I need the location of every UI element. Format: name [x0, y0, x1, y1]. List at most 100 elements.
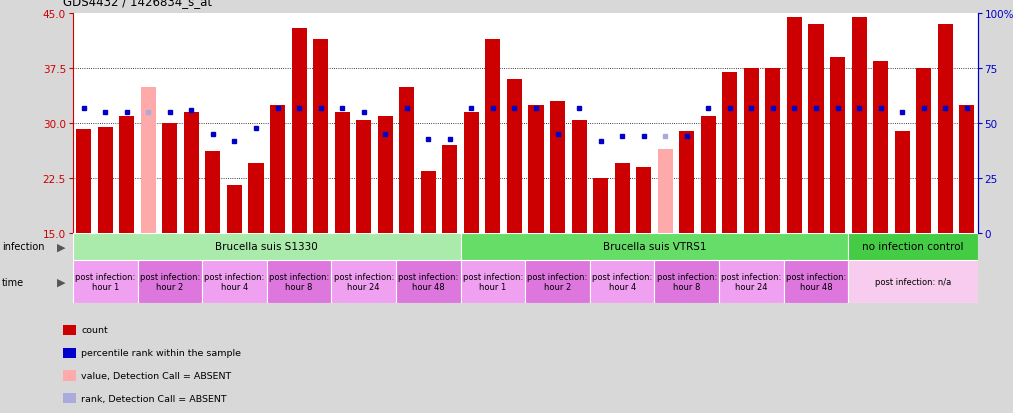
Text: GSM528203: GSM528203: [209, 238, 218, 284]
Text: GSM528208: GSM528208: [316, 238, 325, 284]
Bar: [138, 260, 203, 304]
Bar: [657, 150, 673, 233]
Bar: [378, 116, 393, 233]
Text: GSM528229: GSM528229: [683, 238, 691, 284]
Bar: [357, 120, 371, 233]
Bar: [399, 88, 414, 233]
Text: GSM528192: GSM528192: [855, 238, 864, 284]
Text: GSM528196: GSM528196: [100, 238, 109, 284]
Text: GSM528218: GSM528218: [467, 238, 476, 284]
Bar: [334, 113, 349, 233]
Text: post infection:
hour 8: post infection: hour 8: [656, 272, 717, 292]
Text: post infection:
hour 1: post infection: hour 1: [463, 272, 523, 292]
Text: GSM528195: GSM528195: [79, 238, 88, 284]
Text: GSM528224: GSM528224: [574, 238, 583, 284]
Text: GSM528230: GSM528230: [704, 238, 713, 284]
Bar: [848, 260, 978, 304]
Bar: [744, 69, 759, 233]
Bar: [331, 260, 396, 304]
Bar: [654, 260, 719, 304]
Text: GSM528217: GSM528217: [962, 238, 971, 284]
Bar: [525, 260, 590, 304]
Bar: [938, 25, 953, 233]
Text: post infection:
hour 8: post infection: hour 8: [269, 272, 329, 292]
Text: GSM528193: GSM528193: [876, 238, 885, 284]
Bar: [766, 69, 780, 233]
Bar: [680, 131, 694, 233]
Bar: [485, 40, 500, 233]
Bar: [443, 146, 458, 233]
Text: GSM528200: GSM528200: [186, 238, 196, 284]
Text: GSM528214: GSM528214: [446, 238, 455, 284]
Text: GSM528207: GSM528207: [295, 238, 304, 284]
Bar: [787, 18, 802, 233]
Bar: [722, 73, 737, 233]
Text: GSM528222: GSM528222: [532, 238, 541, 284]
Text: post infection:
hour 48: post infection: hour 48: [398, 272, 459, 292]
Text: GSM528216: GSM528216: [941, 238, 950, 284]
Text: GSM528236: GSM528236: [811, 238, 821, 284]
Bar: [420, 171, 436, 233]
Text: time: time: [2, 277, 24, 287]
Text: GSM528215: GSM528215: [919, 238, 928, 284]
Bar: [784, 260, 848, 304]
Bar: [76, 130, 91, 233]
Bar: [97, 128, 112, 233]
Text: GSM528232: GSM528232: [725, 238, 734, 284]
Bar: [894, 131, 910, 233]
Text: GSM528209: GSM528209: [337, 238, 346, 284]
Bar: [636, 168, 651, 233]
Text: ▶: ▶: [57, 277, 65, 287]
Bar: [120, 116, 135, 233]
Bar: [206, 152, 221, 233]
Text: GSM528206: GSM528206: [274, 238, 282, 284]
Bar: [73, 260, 138, 304]
Bar: [593, 178, 608, 233]
Bar: [313, 40, 328, 233]
Bar: [227, 186, 242, 233]
Bar: [590, 260, 654, 304]
Bar: [852, 18, 867, 233]
Text: GSM528211: GSM528211: [381, 238, 390, 284]
Text: value, Detection Call = ABSENT: value, Detection Call = ABSENT: [81, 371, 231, 380]
Text: GDS4432 / 1426834_s_at: GDS4432 / 1426834_s_at: [63, 0, 212, 8]
Bar: [183, 113, 199, 233]
Text: GSM528237: GSM528237: [833, 238, 842, 284]
Text: post infection:
hour 2: post infection: hour 2: [140, 272, 200, 292]
Bar: [506, 80, 522, 233]
Text: infection: infection: [2, 242, 45, 252]
Text: GSM528228: GSM528228: [660, 238, 670, 284]
Text: post infection:
hour 24: post infection: hour 24: [333, 272, 394, 292]
Bar: [615, 164, 630, 233]
Bar: [461, 260, 525, 304]
Bar: [292, 29, 307, 233]
Bar: [808, 25, 824, 233]
Text: ▶: ▶: [57, 242, 65, 252]
Bar: [248, 164, 263, 233]
Bar: [550, 102, 565, 233]
Bar: [873, 62, 888, 233]
Bar: [73, 233, 461, 260]
Bar: [529, 106, 544, 233]
Text: post infection: n/a: post infection: n/a: [875, 278, 951, 286]
Text: GSM528225: GSM528225: [596, 238, 605, 284]
Text: GSM528233: GSM528233: [747, 238, 756, 284]
Text: GSM528198: GSM528198: [144, 238, 153, 284]
Text: GSM528197: GSM528197: [123, 238, 132, 284]
Text: GSM528210: GSM528210: [360, 238, 368, 284]
Bar: [266, 260, 331, 304]
Text: GSM528223: GSM528223: [553, 238, 562, 284]
Bar: [916, 69, 931, 233]
Bar: [461, 233, 848, 260]
Text: rank, Detection Call = ABSENT: rank, Detection Call = ABSENT: [81, 394, 227, 403]
Text: GSM528204: GSM528204: [230, 238, 239, 284]
Text: GSM528219: GSM528219: [488, 238, 497, 284]
Text: post infection:
hour 48: post infection: hour 48: [786, 272, 846, 292]
Bar: [162, 124, 177, 233]
Text: post infection:
hour 4: post infection: hour 4: [205, 272, 264, 292]
Text: GSM528199: GSM528199: [165, 238, 174, 284]
Text: GSM528213: GSM528213: [423, 238, 433, 284]
Text: GSM528226: GSM528226: [618, 238, 627, 284]
Text: percentile rank within the sample: percentile rank within the sample: [81, 348, 241, 357]
Bar: [203, 260, 266, 304]
